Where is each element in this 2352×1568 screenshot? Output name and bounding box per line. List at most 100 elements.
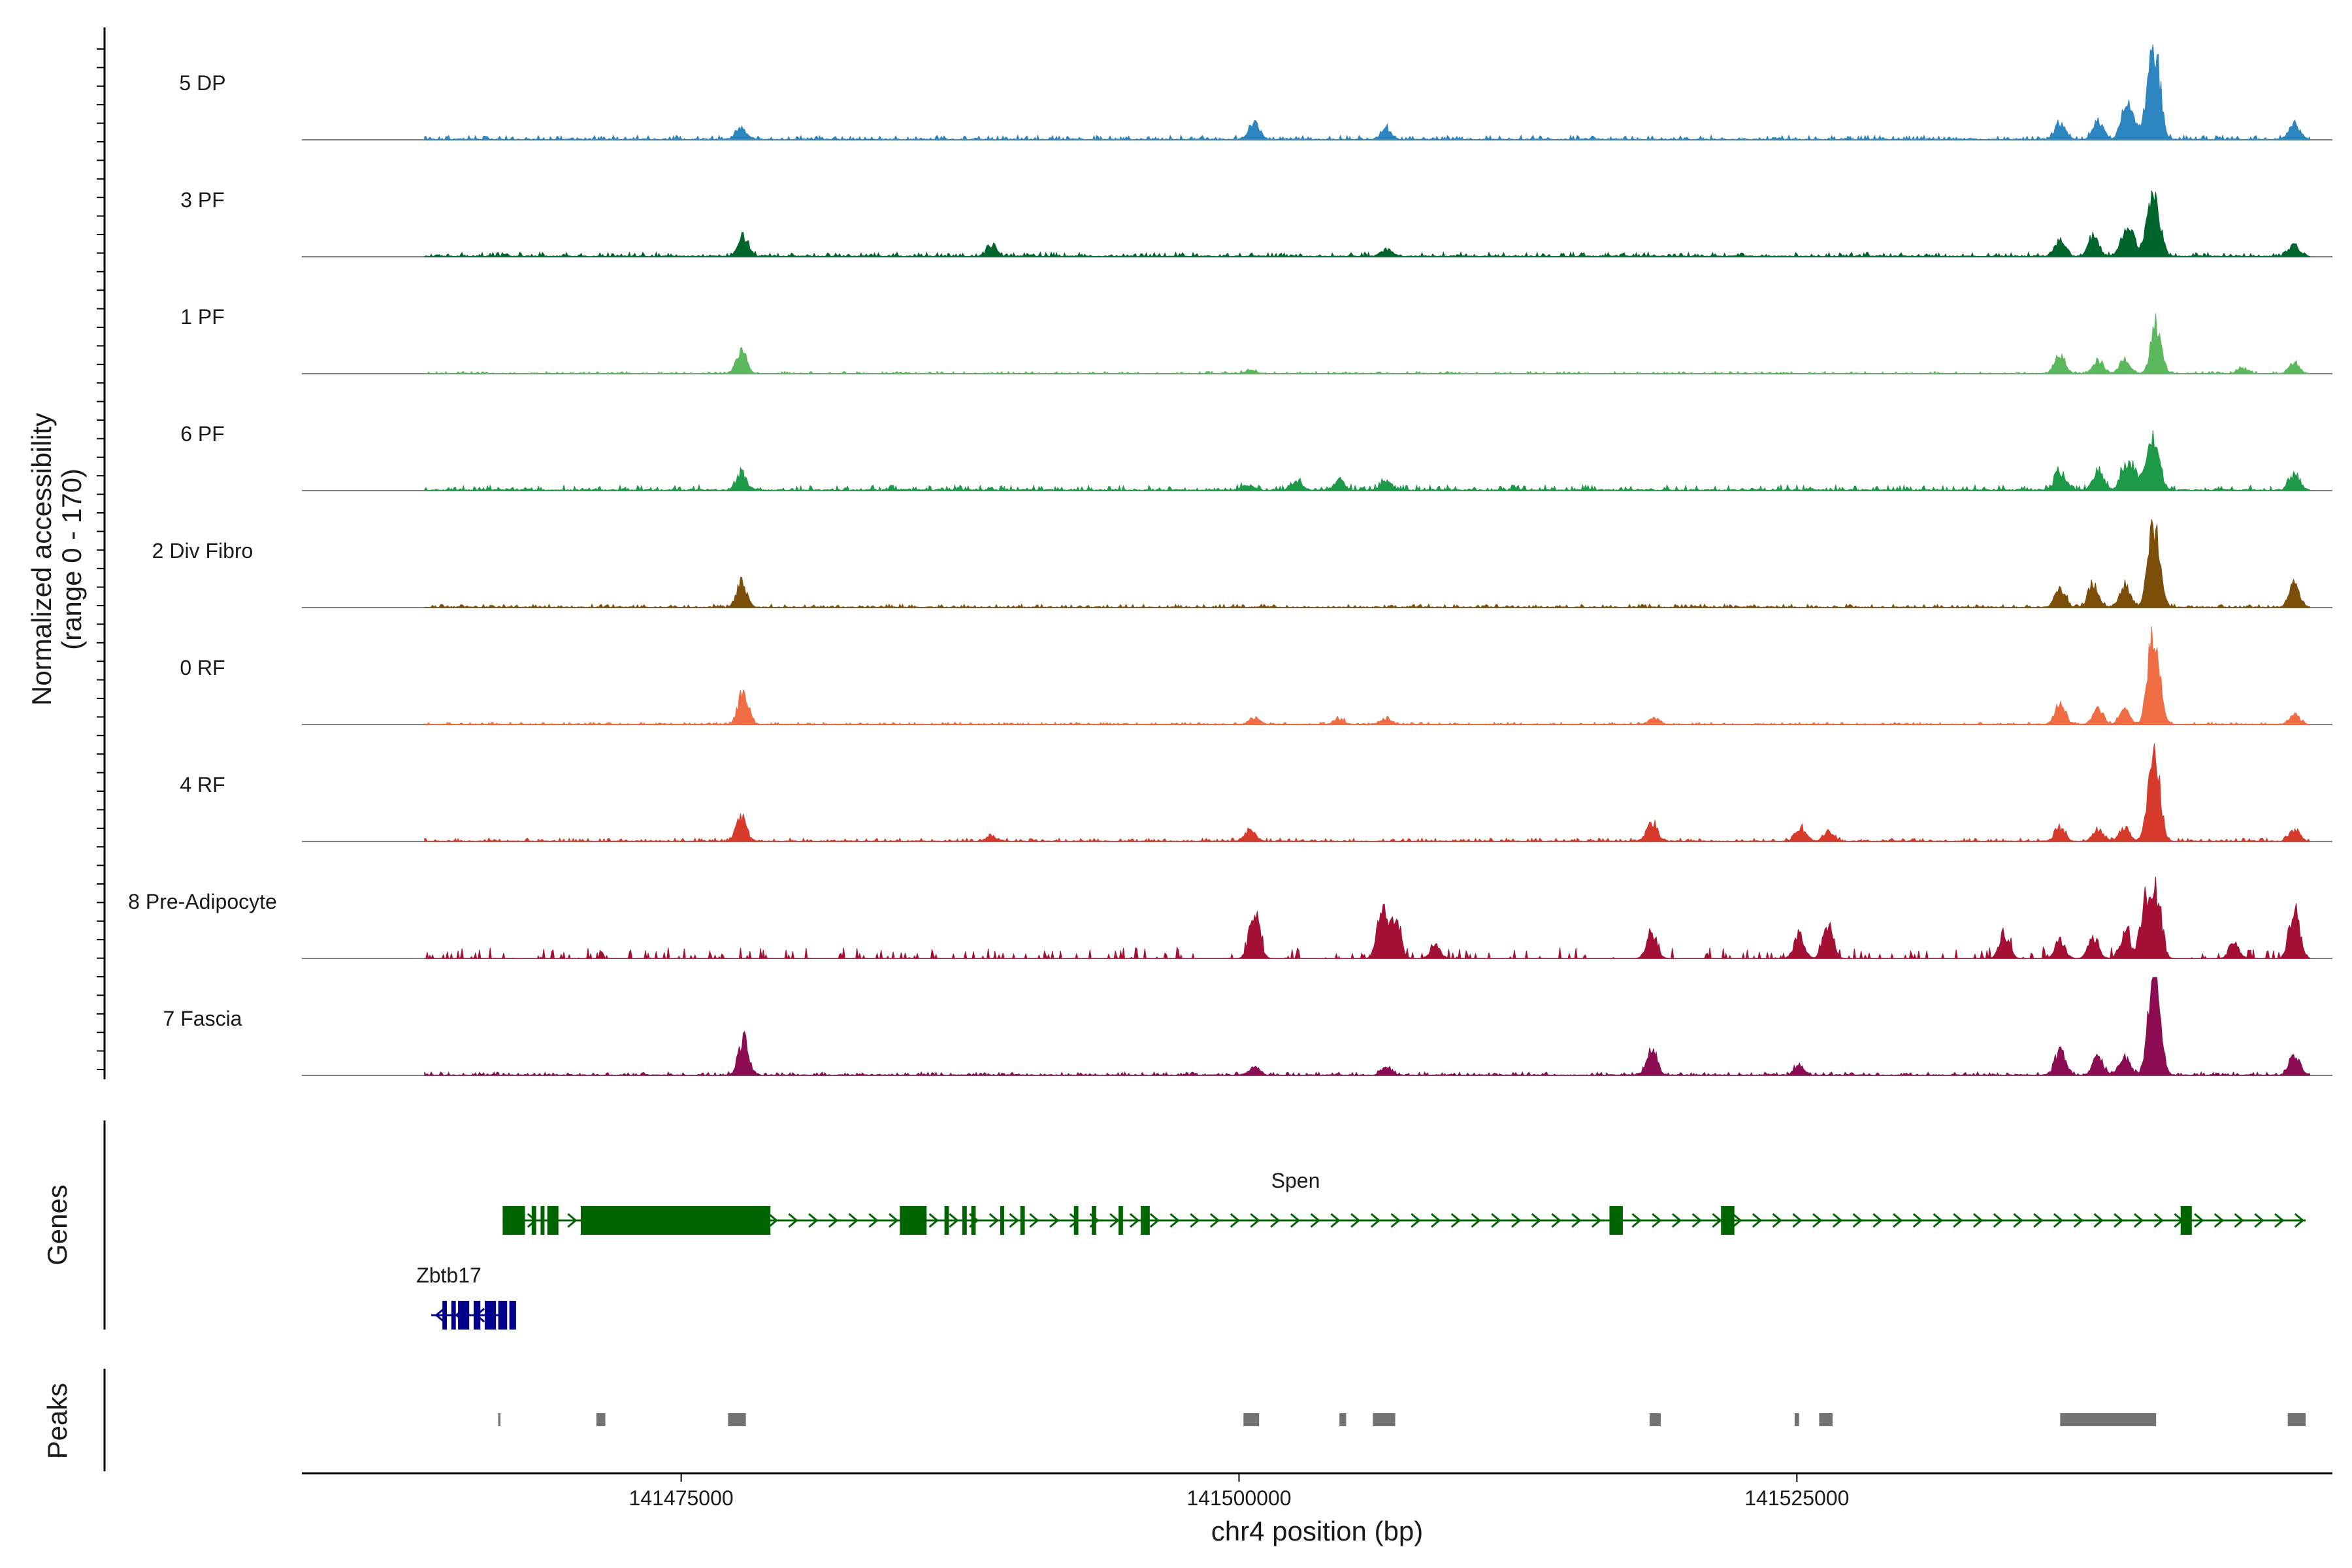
coverage-y-minor-ticks <box>97 48 105 1070</box>
gene-exon <box>502 1206 525 1235</box>
gene-exon <box>944 1206 949 1235</box>
strand-chevron <box>808 1213 819 1228</box>
strand-chevron <box>1390 1213 1401 1228</box>
strand-chevron <box>1691 1213 1702 1228</box>
gene-exon <box>509 1301 516 1330</box>
strand-chevron <box>1109 1213 1120 1228</box>
gene-model: Spen <box>502 1169 2306 1235</box>
strand-chevron <box>2274 1213 2285 1228</box>
strand-chevron <box>1631 1213 1642 1228</box>
coverage-area <box>424 877 2311 960</box>
strand-chevron <box>1250 1213 1260 1228</box>
strand-chevron <box>434 1307 445 1323</box>
track-label: 0 RF <box>180 656 225 679</box>
strand-chevron <box>1571 1213 1582 1228</box>
strand-chevron <box>1812 1213 1823 1228</box>
coverage-area <box>424 743 2311 843</box>
strand-chevron <box>2153 1213 2164 1228</box>
peak-region <box>2287 1413 2306 1426</box>
peak-region <box>596 1413 606 1426</box>
strand-chevron <box>848 1213 858 1228</box>
gene-exon <box>1141 1206 1150 1235</box>
strand-chevron <box>1591 1213 1602 1228</box>
peak-region <box>728 1413 746 1426</box>
strand-chevron <box>2033 1213 2044 1228</box>
strand-chevron <box>1411 1213 1421 1228</box>
strand-chevron <box>1912 1213 1923 1228</box>
x-ticks: 141475000 141500000 141525000 <box>629 1473 1849 1510</box>
coverage-track: 5 DP <box>179 44 2332 141</box>
track-label: 6 PF <box>180 422 225 446</box>
strand-chevron <box>2013 1213 2023 1228</box>
strand-chevron <box>2194 1213 2204 1228</box>
strand-chevron <box>2213 1213 2225 1228</box>
coverage-area <box>424 190 2311 258</box>
peak-bars <box>498 1413 2306 1426</box>
coverage-tracks: 5 DP 3 PF 1 PF 6 PF 2 Div Fibro 0 RF 4 RF 8 Pre… <box>128 44 2332 1077</box>
strand-chevron <box>2114 1213 2124 1228</box>
peak-region <box>1794 1413 1799 1426</box>
strand-chevron <box>828 1213 839 1228</box>
gene-exon <box>580 1206 771 1235</box>
strand-chevron <box>1491 1213 1501 1228</box>
strand-chevron <box>1933 1213 1943 1228</box>
strand-chevron <box>1712 1213 1722 1228</box>
coverage-track: 4 RF <box>180 743 2332 843</box>
gene-name-label: Zbtb17 <box>416 1264 482 1287</box>
coverage-track: 3 PF <box>180 188 2332 258</box>
coverage-track: 0 RF <box>180 626 2332 725</box>
strand-chevron <box>1832 1213 1843 1228</box>
gene-exon <box>1119 1206 1123 1235</box>
strand-chevron <box>2053 1213 2064 1228</box>
gene-exon <box>473 1301 481 1330</box>
strand-chevron <box>1551 1213 1561 1228</box>
gene-exon <box>498 1301 508 1330</box>
strand-chevron <box>1993 1213 2004 1228</box>
track-label: 4 RF <box>180 773 225 796</box>
strand-chevron <box>1370 1213 1381 1228</box>
strand-chevron <box>2073 1213 2083 1228</box>
strand-chevron <box>1893 1213 1903 1228</box>
coverage-area <box>424 430 2311 492</box>
left-axis: Normalized accessibility (range 0 - 170) <box>26 27 106 1079</box>
strand-chevron <box>1772 1213 1782 1228</box>
strand-chevron <box>868 1213 879 1228</box>
strand-chevron <box>1190 1213 1200 1228</box>
x-tick-label: 141475000 <box>629 1486 734 1510</box>
gene-exon <box>971 1206 976 1235</box>
peak-region <box>1339 1413 1347 1426</box>
strand-chevron <box>1752 1213 1763 1228</box>
strand-chevron <box>1431 1213 1441 1228</box>
peak-region <box>2060 1413 2157 1426</box>
genes-track-title: Genes <box>42 1184 73 1266</box>
strand-chevron <box>949 1213 959 1228</box>
strand-chevron <box>788 1213 798 1228</box>
gene-model: Zbtb17 <box>416 1264 516 1330</box>
track-label: 5 DP <box>179 71 225 95</box>
coverage-track: 8 Pre-Adipocyte <box>128 877 2332 960</box>
strand-chevron <box>1270 1213 1281 1228</box>
coverage-track: 1 PF <box>180 305 2332 374</box>
strand-chevron <box>1652 1213 1662 1228</box>
gene-exon <box>2180 1206 2192 1235</box>
gene-exon <box>540 1206 545 1235</box>
strand-chevron <box>2093 1213 2104 1228</box>
strand-chevron <box>1290 1213 1301 1228</box>
coverage-track: 6 PF <box>180 422 2332 492</box>
gene-exon <box>547 1206 559 1235</box>
peak-region <box>498 1413 500 1426</box>
track-label: 1 PF <box>180 305 225 329</box>
track-label: 3 PF <box>180 188 225 212</box>
strand-chevron <box>1029 1213 1039 1228</box>
strand-chevron <box>2234 1213 2244 1228</box>
track-label: 8 Pre-Adipocyte <box>128 890 277 913</box>
gene-exon <box>1000 1206 1005 1235</box>
strand-chevron <box>1350 1213 1361 1228</box>
coverage-track: 7 Fascia <box>163 977 2332 1077</box>
strand-chevron <box>567 1213 578 1228</box>
y-axis-title: Normalized accessibility <box>26 413 57 706</box>
gene-exon <box>531 1206 536 1235</box>
strand-chevron <box>1310 1213 1320 1228</box>
gene-exon <box>442 1301 447 1330</box>
gene-name-label: Spen <box>1271 1169 1320 1192</box>
